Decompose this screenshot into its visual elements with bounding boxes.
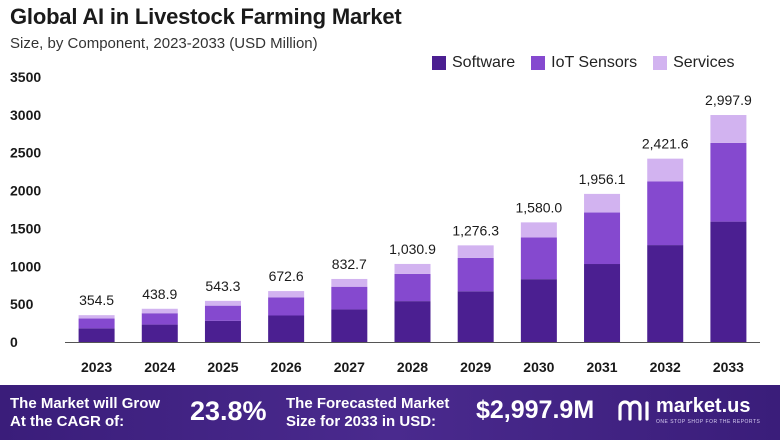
total-label: 1,956.1 [579, 171, 626, 187]
bar-segment-iot-sensors [710, 142, 747, 222]
bar-segment-software [647, 245, 684, 342]
bar-segment-services [457, 245, 494, 258]
y-tick-label: 2500 [10, 145, 41, 161]
legend-label-software: Software [452, 54, 516, 71]
bar-segment-software [78, 328, 115, 342]
bar-segment-iot-sensors [647, 181, 684, 246]
legend-item-iot-sensors: IoT Sensors [531, 54, 637, 72]
bar-segment-software [394, 301, 431, 342]
y-tick-label: 0 [10, 334, 18, 350]
y-tick-label: 1000 [10, 258, 41, 274]
bar-segment-iot-sensors [331, 286, 368, 310]
bar-segment-services [394, 263, 431, 274]
x-tick-label: 2023 [81, 359, 112, 375]
legend-label-services: Services [673, 54, 735, 71]
x-tick-label: 2033 [713, 359, 744, 375]
total-label: 2,421.6 [642, 136, 689, 152]
legend-swatch-software [432, 56, 446, 70]
footer-banner: The Market will Grow At the CAGR of: 23.… [0, 385, 780, 440]
forecast-text: The Forecasted Market Size for 2033 in U… [286, 395, 450, 430]
bar-segment-services [584, 193, 621, 213]
brand-tagline: ONE STOP SHOP FOR THE REPORTS [656, 419, 761, 425]
legend-swatch-services [653, 56, 668, 70]
bar-segment-services [520, 222, 557, 238]
total-label: 354.5 [79, 292, 114, 308]
cagr-value: 23.8% [190, 396, 267, 426]
bar-segment-iot-sensors [268, 297, 305, 316]
legend-item-software: Software [432, 54, 515, 72]
chart-subtitle: Size, by Component, 2023-2033 (USD Milli… [10, 35, 318, 52]
y-tick-label: 3000 [10, 107, 41, 123]
x-tick-label: 2030 [523, 359, 554, 375]
total-label: 1,276.3 [452, 222, 499, 238]
bar-segment-services [710, 115, 747, 143]
y-tick-label: 3500 [10, 69, 41, 85]
chart-title: Global AI in Livestock Farming Market [10, 4, 402, 29]
bar-segment-services [331, 278, 368, 287]
total-label: 543.3 [205, 278, 240, 294]
x-tick-label: 2029 [460, 359, 491, 375]
legend-swatch-iot-sensors [531, 56, 546, 70]
x-tick-label: 2032 [650, 359, 681, 375]
y-tick-label: 500 [10, 296, 34, 312]
bar-segment-software [331, 309, 368, 342]
bar-segment-iot-sensors [457, 257, 494, 292]
bar-segment-software [584, 264, 621, 342]
x-tick-label: 2027 [334, 359, 365, 375]
x-tick-label: 2026 [271, 359, 302, 375]
total-label: 438.9 [142, 286, 177, 302]
bar-segment-iot-sensors [394, 273, 431, 302]
x-tick-label: 2024 [144, 359, 175, 375]
bar-segment-software [710, 221, 747, 342]
forecast-value: $2,997.9M [476, 396, 595, 424]
total-label: 832.7 [332, 256, 367, 272]
legend: Software IoT Sensors Services [432, 54, 734, 72]
x-tick-label: 2028 [397, 359, 428, 375]
stacked-bar-chart: 0 500 1000 1500 2000 2500 3000 3500 354.5 2023 438… [10, 69, 760, 375]
legend-item-services: Services [653, 54, 734, 72]
bar-segment-software [520, 279, 557, 342]
bar-segment-services [78, 315, 115, 319]
bar-segment-services [204, 300, 241, 306]
brand-name[interactable]: market.us [656, 395, 751, 417]
bar-segment-iot-sensors [78, 318, 115, 329]
bar-segment-software [141, 324, 178, 342]
y-tick-label: 2000 [10, 183, 41, 199]
y-tick-label: 1500 [10, 220, 41, 236]
cagr-text: The Market will Grow At the CAGR of: [10, 395, 161, 430]
bar-segment-software [268, 315, 305, 342]
bar-segment-services [141, 308, 178, 314]
total-label: 1,580.0 [516, 199, 563, 215]
bar-segment-services [647, 158, 684, 182]
legend-label-iot-sensors: IoT Sensors [551, 54, 638, 71]
x-tick-label: 2031 [586, 359, 617, 375]
market-us-logo-icon [618, 400, 649, 421]
x-tick-label: 2025 [207, 359, 238, 375]
total-label: 2,997.9 [705, 92, 752, 108]
bar-segment-iot-sensors [204, 305, 241, 321]
bar-segment-software [204, 320, 241, 342]
bar-segment-software [457, 291, 494, 342]
bar-segment-iot-sensors [520, 237, 557, 280]
total-label: 1,030.9 [389, 241, 436, 257]
bar-segment-services [268, 291, 305, 298]
bar-segment-iot-sensors [584, 212, 621, 265]
total-label: 672.6 [269, 268, 304, 284]
bar-segment-iot-sensors [141, 313, 178, 325]
